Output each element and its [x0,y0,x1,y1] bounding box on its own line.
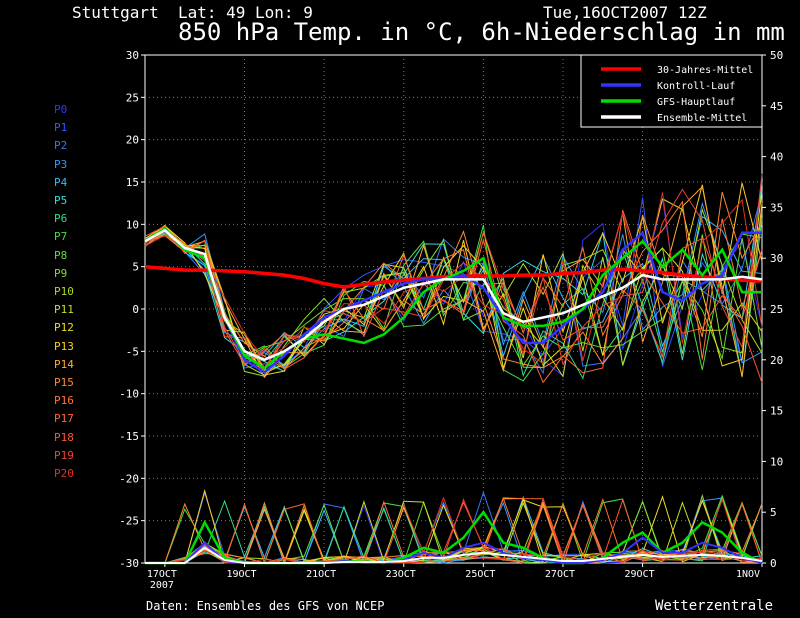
y2-tick-label: 10 [770,455,783,468]
legend-box [580,54,763,128]
member-list: P0 P1 P2 P3 P4 P5 P6 P7 P8 P9 P10 P11 P12 P13 P14 P15 P1… [54,101,74,483]
location-label: Stuttgart Lat: 49 Lon: 9 [72,3,313,22]
member-label-p11: P11 [54,303,74,317]
y-tick-label: -30 [119,557,139,570]
member-label-p2: P2 [54,139,68,153]
member-temp-line-p17 [144,209,763,384]
temp-line-ensemble-mittel [144,228,763,362]
member-label-p13: P13 [54,339,74,353]
y2-tick-label: 45 [770,100,783,113]
member-label-p4: P4 [54,175,68,189]
run-datetime: Tue,16OCT2007 12Z [543,3,707,22]
y-tick-label: -15 [119,430,139,443]
member-label-p19: P19 [54,448,74,462]
member-label-p20: P20 [54,467,74,481]
x-tick-label: 1NOV [736,569,760,580]
y-tick-label: -5 [126,345,139,358]
y-tick-label: -10 [119,388,139,401]
member-label-p5: P5 [54,194,68,208]
y2-tick-label: 20 [770,354,783,367]
member-label-p1: P1 [54,121,68,135]
member-temp-line-p6 [144,217,763,380]
y2-tick-label: 5 [770,506,777,519]
legend-label: 30-Jahres-Mittel [657,65,753,76]
y-tick-label: -25 [119,515,139,528]
x-tick-label: 17OCT 2007 [147,569,177,591]
x-tick-label: 25OCT [465,569,495,580]
y2-tick-label: 35 [770,201,783,214]
member-label-p6: P6 [54,212,68,226]
y2-tick-label: 0 [770,557,777,570]
y2-tick-label: 15 [770,405,783,418]
y-tick-label: 20 [126,134,139,147]
member-label-p9: P9 [54,266,68,280]
member-temp-line-p11 [144,224,763,378]
legend-label: GFS-Hauptlauf [657,97,735,108]
brand-label: Wetterzentrale [655,598,774,614]
member-label-p14: P14 [54,357,74,371]
temp-line-kontroll-lauf [144,226,762,375]
y-tick-label: 15 [126,176,139,189]
y2-tick-label: 30 [770,252,783,265]
x-tick-label: 29OCT [625,569,655,580]
y-tick-label: 10 [126,218,139,231]
x-tick-label: 19OCT [226,569,256,580]
legend-label: Ensemble-Mittel [657,113,747,124]
member-label-p18: P18 [54,430,74,444]
y-tick-label: 30 [126,49,139,62]
member-label-p15: P15 [54,376,74,390]
data-source-label: Daten: Ensembles des GFS von NCEP [146,599,385,613]
y-tick-label: 0 [132,303,139,316]
member-label-p8: P8 [54,248,68,262]
member-label-p10: P10 [54,285,74,299]
y-tick-label: 25 [126,91,139,104]
y2-tick-label: 40 [770,151,783,164]
member-label-p17: P17 [54,412,74,426]
y2-tick-label: 25 [770,303,783,316]
temp-line-gfs-hauptlauf [144,226,762,370]
member-label-p12: P12 [54,321,74,335]
member-label-p7: P7 [54,230,68,244]
precip-line-ensemble-mittel [145,546,763,564]
member-label-p16: P16 [54,394,74,408]
member-label-p3: P3 [54,157,68,171]
x-tick-label: 27OCT [545,569,575,580]
chart-title: 850 hPa Temp. in °C, 6h-Niederschlag in … [178,18,785,46]
member-precip-line-p15 [145,501,763,564]
legend-label: Kontroll-Lauf [657,81,735,92]
member-label-p0: P0 [54,103,68,116]
y2-tick-label: 50 [770,49,783,62]
y-tick-label: -20 [119,472,139,485]
x-tick-label: 23OCT [386,569,416,580]
x-tick-label: 21OCT [306,569,336,580]
y-tick-label: 5 [132,261,139,274]
member-temp-line-p13 [144,182,763,372]
member-temp-line-p20 [144,192,763,365]
